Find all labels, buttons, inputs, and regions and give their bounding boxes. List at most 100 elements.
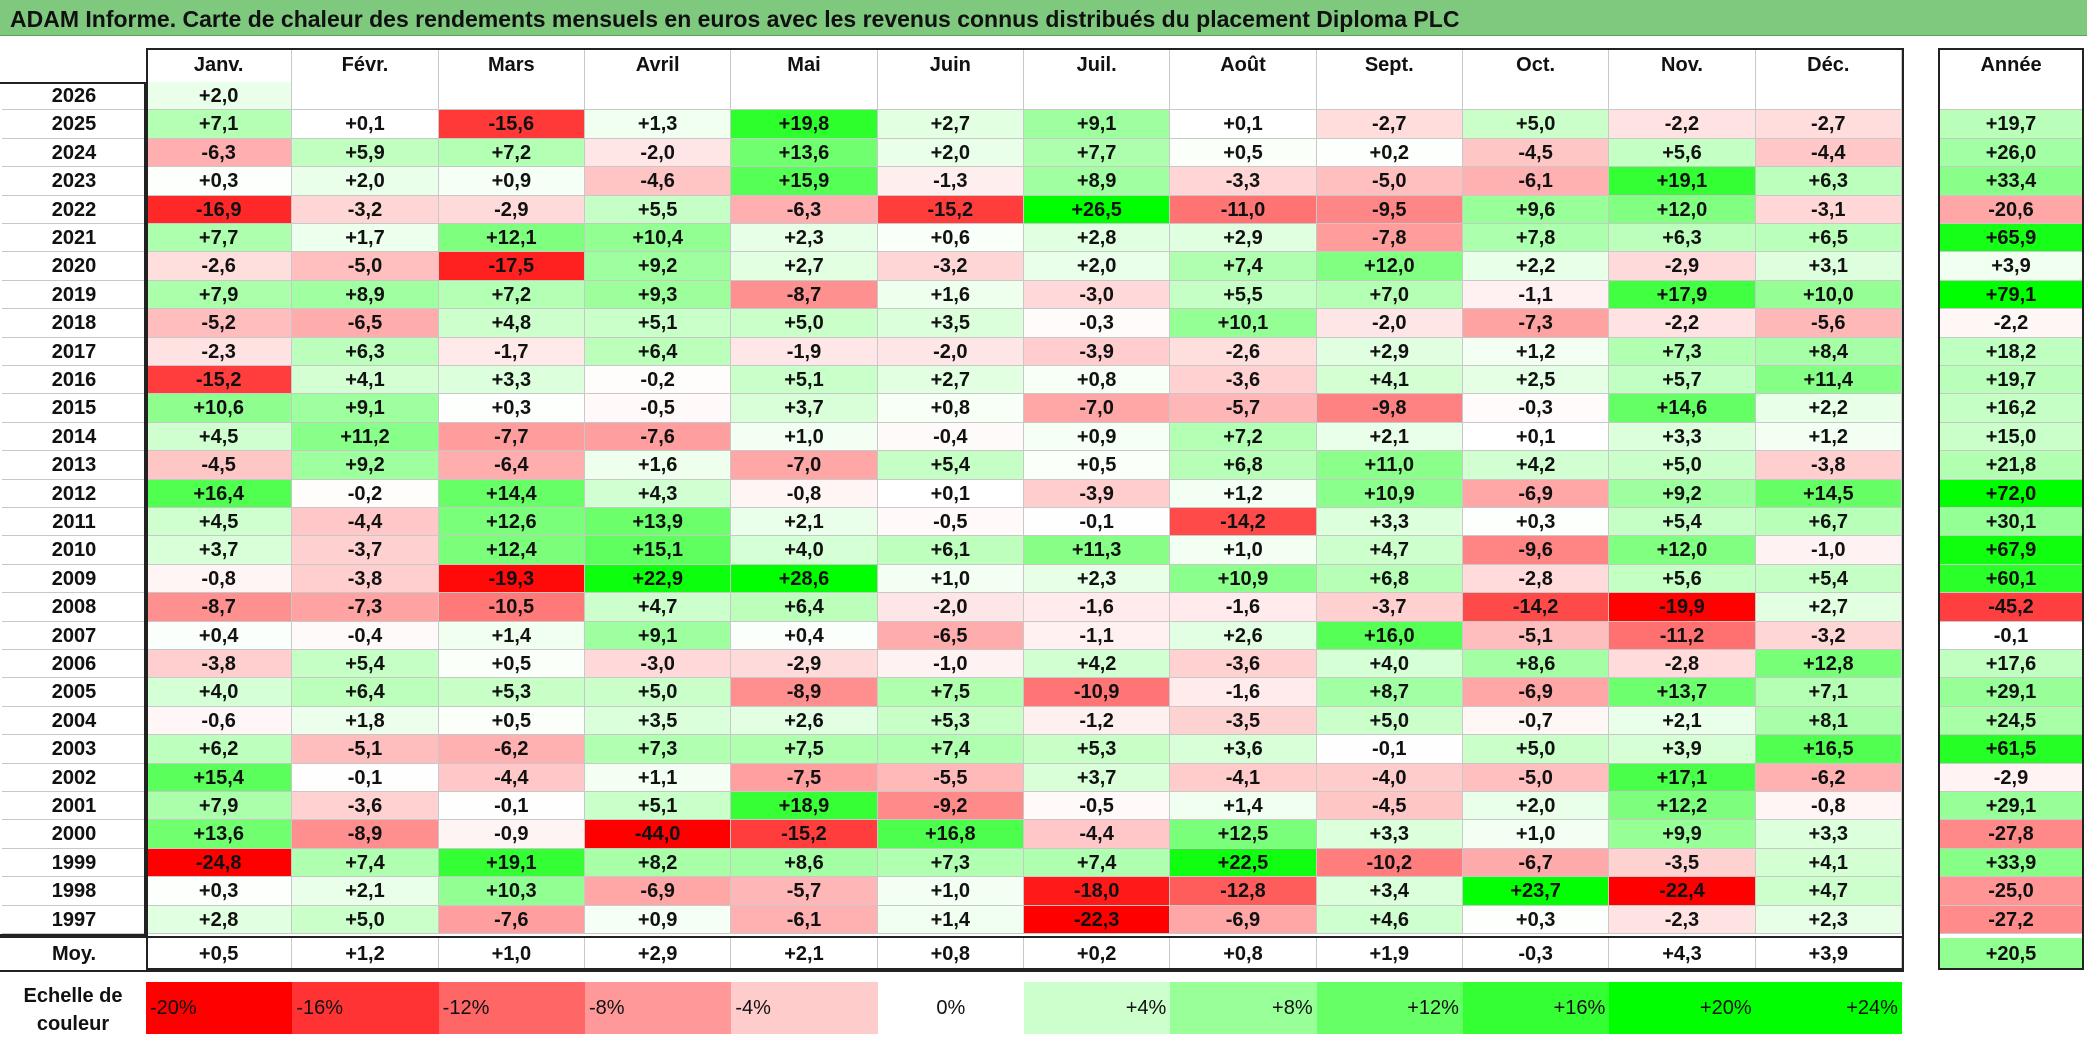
heatmap-cell: -6,1 (1462, 167, 1610, 196)
heatmap-cell: +1,0 (877, 877, 1024, 906)
heatmap-cell: +12,0 (1609, 536, 1756, 565)
heatmap-cell: -0,3 (1023, 309, 1171, 338)
average-cell: +1,0 (438, 938, 585, 970)
heatmap-cell: +9,6 (1462, 195, 1610, 224)
heatmap-cell: -4,5 (146, 451, 293, 480)
heatmap-cell: +1,3 (584, 110, 732, 139)
year-label: 2017 (2, 337, 146, 366)
average-cell: +1,2 (292, 938, 439, 970)
heatmap-cell: +2,0 (292, 167, 439, 196)
heatmap-cell: +2,2 (1462, 252, 1610, 281)
heatmap-cell: +4,8 (438, 309, 585, 338)
heatmap-cell: +0,5 (1170, 138, 1317, 168)
heatmap-cell: +16,5 (1755, 735, 1902, 764)
year-label: 2003 (2, 735, 146, 764)
heatmap-cell: +6,2 (146, 735, 293, 764)
heatmap-cell: +17,9 (1609, 280, 1756, 310)
heatmap-cell: +0,1 (1170, 110, 1317, 139)
annual-cell: +17,6 (1938, 650, 2084, 679)
heatmap-cell: +7,5 (877, 678, 1024, 707)
heatmap-cell: +2,0 (1023, 252, 1171, 281)
heatmap-cell: +4,3 (584, 479, 732, 508)
heatmap-cell: +13,9 (584, 508, 732, 537)
heatmap-cell: -2,2 (1609, 309, 1756, 338)
heatmap-cell: -1,1 (1023, 621, 1171, 650)
year-label: 2001 (2, 792, 146, 821)
heatmap-cell: +4,5 (146, 508, 293, 537)
heatmap-cell: +1,6 (584, 451, 732, 480)
empty-cell (438, 82, 585, 111)
heatmap-cell: +7,4 (1170, 252, 1317, 281)
heatmap-cell: -11,0 (1170, 195, 1317, 224)
heatmap-cell: -0,6 (146, 706, 293, 736)
heatmap-cell: +1,2 (1462, 337, 1610, 366)
heatmap-cell: +16,4 (146, 479, 293, 508)
heatmap-cell: +12,6 (438, 508, 585, 537)
year-label: 2007 (2, 621, 146, 650)
heatmap-cell: +8,7 (1316, 678, 1463, 707)
heatmap-cell: +0,3 (438, 394, 585, 423)
heatmap-cell: -0,3 (1462, 394, 1610, 423)
heatmap-cell: -5,5 (877, 763, 1024, 792)
heatmap-cell: +4,7 (1316, 536, 1463, 565)
heatmap-cell: +2,0 (146, 82, 293, 111)
heatmap-cell: -3,8 (146, 650, 293, 679)
heatmap-cell: -2,9 (731, 650, 878, 679)
heatmap-cell: -5,0 (292, 252, 439, 281)
heatmap-cell: -0,5 (584, 394, 732, 423)
heatmap-cell: -7,8 (1316, 224, 1463, 253)
year-label: 2016 (2, 366, 146, 395)
heatmap-cell: +3,4 (1316, 877, 1463, 906)
empty-cell (584, 82, 732, 111)
heatmap-cell: +2,7 (1755, 593, 1902, 622)
heatmap-cell: -7,0 (1023, 394, 1171, 423)
average-label: Moy. (2, 938, 146, 970)
heatmap-cell: -1,1 (1462, 280, 1610, 310)
annual-cell: +61,5 (1938, 735, 2084, 764)
empty-cell (292, 82, 439, 111)
heatmap-cell: +16,8 (877, 820, 1024, 849)
color-scale-stop: +16% (1462, 982, 1610, 1034)
heatmap-cell: +5,1 (584, 309, 732, 338)
empty-cell (731, 82, 878, 111)
heatmap-cell: -2,0 (1316, 309, 1463, 338)
heatmap-cell: -2,7 (1755, 110, 1902, 139)
heatmap-cell: +7,4 (1023, 848, 1171, 878)
heatmap-cell: -0,1 (438, 792, 585, 821)
heatmap-cell: -8,7 (731, 280, 878, 310)
heatmap-cell: +0,6 (877, 224, 1024, 253)
heatmap-cell: +8,2 (584, 848, 732, 878)
heatmap-cell: +2,0 (1462, 792, 1610, 821)
heatmap-cell: +9,1 (1023, 110, 1171, 139)
heatmap-cell: +19,1 (1609, 167, 1756, 196)
color-scale-label-line2: couleur (36, 1013, 110, 1034)
heatmap-cell: -4,1 (1170, 763, 1317, 792)
heatmap-cell: +4,5 (146, 422, 293, 452)
heatmap-cell: +3,3 (1316, 508, 1463, 537)
month-header: Févr. (292, 48, 439, 82)
heatmap-cell: -1,0 (877, 650, 1024, 679)
heatmap-cell: -2,6 (1170, 337, 1317, 366)
heatmap-cell: +11,0 (1316, 451, 1463, 480)
heatmap-cell: +1,0 (877, 564, 1024, 594)
heatmap-cell: +5,0 (1316, 706, 1463, 736)
heatmap-cell: +15,1 (584, 536, 732, 565)
heatmap-cell: +5,6 (1609, 138, 1756, 168)
heatmap-cell: +5,3 (877, 706, 1024, 736)
annual-cell: -27,8 (1938, 820, 2084, 849)
heatmap-cell: +17,1 (1609, 763, 1756, 792)
heatmap-cell: +0,3 (146, 877, 293, 906)
heatmap-cell: +9,9 (1609, 820, 1756, 849)
heatmap-cell: -9,8 (1316, 394, 1463, 423)
heatmap-cell: +0,3 (1462, 508, 1610, 537)
year-label: 2005 (2, 678, 146, 707)
heatmap-cell: -9,6 (1462, 536, 1610, 565)
color-scale-stop: +4% (1023, 982, 1171, 1034)
year-label: 2002 (2, 763, 146, 792)
heatmap-cell: -2,0 (877, 593, 1024, 622)
heatmap-cell: -0,5 (1023, 792, 1171, 821)
heatmap-cell: +13,6 (731, 138, 878, 168)
heatmap-cell: +0,1 (1462, 422, 1610, 452)
heatmap-cell: +6,8 (1170, 451, 1317, 480)
heatmap-cell: -6,3 (146, 138, 293, 168)
